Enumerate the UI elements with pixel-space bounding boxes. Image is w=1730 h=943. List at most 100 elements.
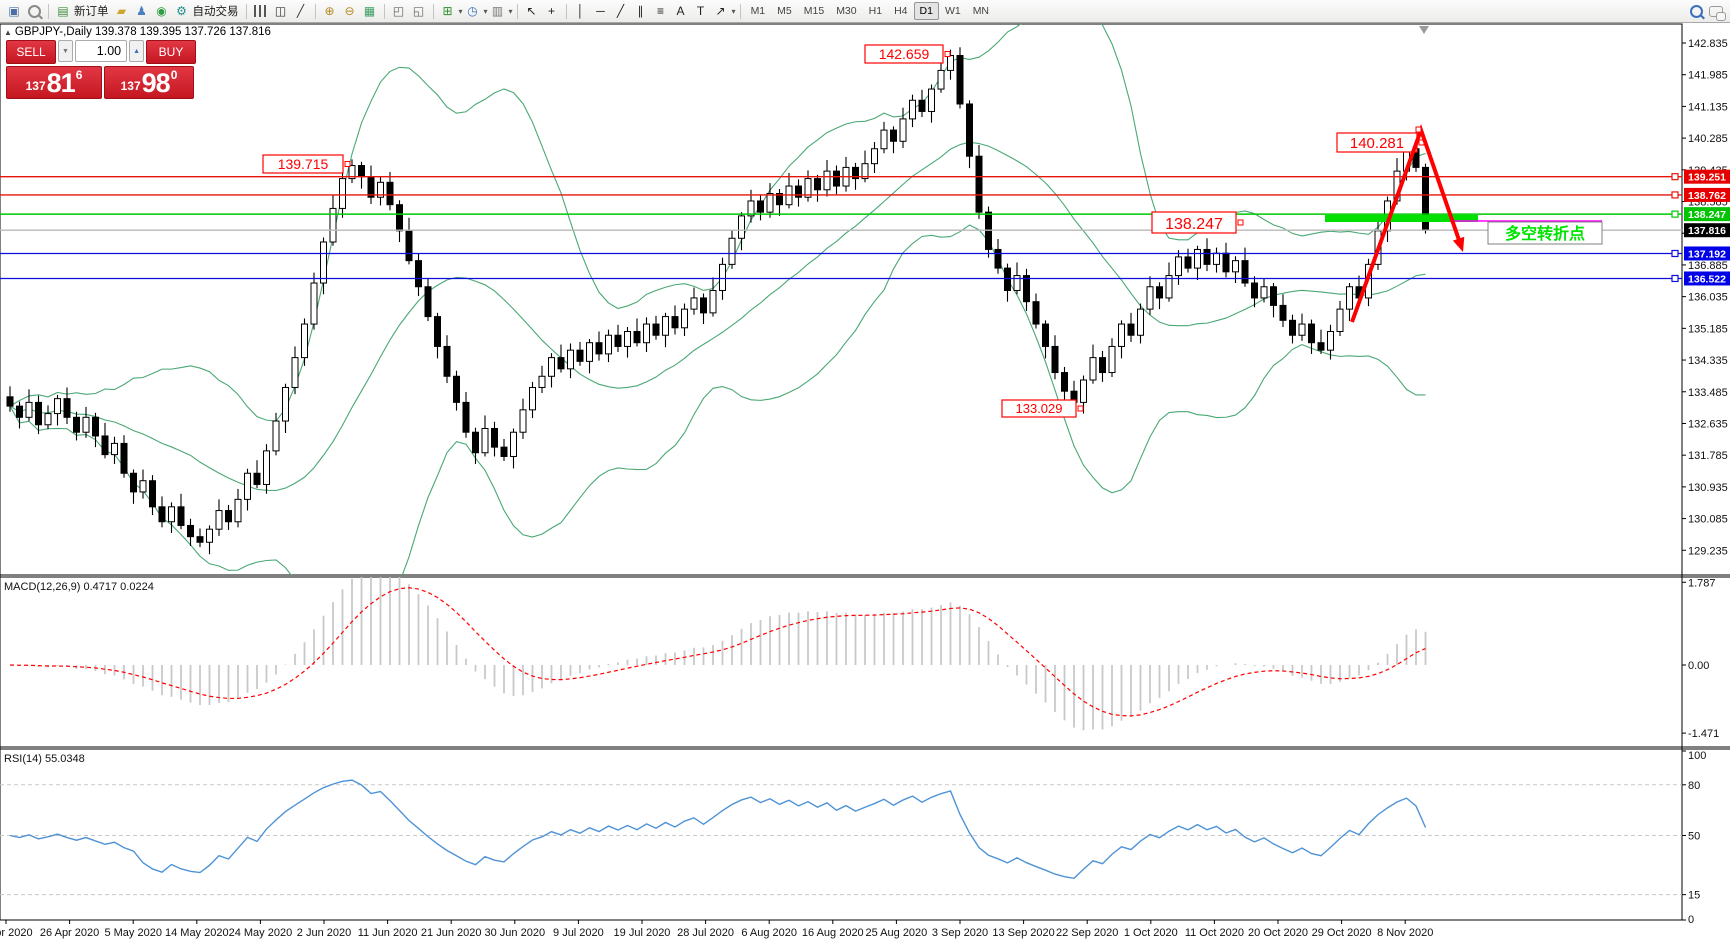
timeframe-m1[interactable]: M1 [750,5,766,17]
sell-price-box[interactable]: 137 81 6 [6,66,102,99]
autotrade-icon[interactable]: ⚙ [176,4,187,18]
timeframe-h4[interactable]: H4 [894,5,908,17]
price-annotation-box[interactable] [262,154,344,174]
bar-chart-icon[interactable] [252,2,270,21]
template-icon[interactable]: ▥ [491,4,504,18]
candle [871,148,878,165]
search-icon[interactable] [1687,2,1705,21]
arrows-icon[interactable]: ↗ [715,4,726,18]
date-label: 16 Aug 2020 [802,927,864,939]
candle [168,506,175,523]
fibonacci-icon[interactable]: ≡ [657,4,665,18]
candle [196,536,204,543]
annotation-anchor[interactable] [344,161,351,167]
hline-endpoint-137.192[interactable] [1671,249,1679,258]
candlestick-chart-icon[interactable]: ◫ [274,4,287,18]
candle [25,401,33,418]
candle [187,524,194,538]
price-annotation-box[interactable] [864,44,944,64]
toolbar-separator [48,3,49,19]
line-chart-icon[interactable]: ╱ [296,4,305,18]
note-box[interactable] [1487,221,1603,245]
price-annotation-text: 139.715 [278,156,329,172]
volume-input[interactable]: 1.00 [74,40,128,62]
rsi-tick-label: 0 [1688,914,1694,926]
collapse-arrow-icon[interactable]: ▲ [4,28,12,37]
timeframe-m5[interactable]: M5 [777,5,792,17]
period-clock-icon-caret[interactable]: ▾ [483,6,488,16]
buy-price-box[interactable]: 137 98 0 [104,66,194,99]
volume-up-button[interactable]: ▲ [129,40,145,62]
text-icon[interactable]: A [676,4,685,18]
buy-button[interactable]: BUY [146,40,197,64]
trend-arrow-head[interactable] [1452,236,1465,252]
candle [681,308,688,329]
zoom-out-icon[interactable]: ⊖ [344,4,355,18]
template-icon-caret[interactable]: ▾ [508,6,513,16]
arrange-icon[interactable]: ◰ [392,4,405,18]
period-clock-icon[interactable]: ◷ [467,4,478,18]
crosshair-icon[interactable]: + [548,4,556,18]
sell-button[interactable]: SELL [6,40,56,64]
ohlc-quotes: 139.378 139.395 137.726 137.816 [95,26,271,38]
hline-endpoint-138.762[interactable] [1671,191,1679,199]
cursor-icon[interactable]: ↖ [526,4,537,18]
toolbar-separator [314,3,316,19]
timeframe-m30[interactable]: M30 [836,5,857,17]
candle [453,375,460,403]
sell-price-prefix: 137 [25,79,46,93]
volume-down-button[interactable]: ▼ [57,40,73,62]
market-watch-icon[interactable] [25,2,43,21]
timeframe-d1[interactable]: D1 [913,2,939,20]
macd-signal-line [9,587,1426,717]
date-label: 25 Aug 2020 [866,927,928,939]
candle [624,331,631,347]
candle [358,165,365,178]
signal-icon[interactable]: ◉ [156,4,167,18]
chart-window-icon[interactable]: ▣ [8,4,20,18]
trendline-icon[interactable]: ╱ [616,4,625,18]
add-indicator-icon[interactable]: ⊞ [442,4,453,18]
timeframe-h1[interactable]: H1 [868,5,883,17]
timeframe-w1[interactable]: W1 [944,5,961,17]
annotation-anchor[interactable] [1077,405,1084,412]
candle [6,396,14,407]
channel-icon[interactable]: ∥ [637,4,644,18]
new-order-icon[interactable]: ▤ [57,4,69,18]
add-indicator-icon-caret[interactable]: ▾ [458,6,463,16]
vertical-line-icon[interactable]: │ [576,4,585,18]
price-annotation-box[interactable] [1151,211,1237,234]
timeframe-mn[interactable]: MN [972,5,990,17]
horizontal-line-icon[interactable]: ─ [596,4,605,18]
arrows-icon-caret[interactable]: ▾ [731,6,736,16]
candle [1346,286,1353,310]
candle [282,386,289,422]
text-label-icon[interactable]: T [696,4,705,18]
hline-endpoint-138.247[interactable] [1671,210,1679,218]
price-annotation-text: 133.029 [1016,401,1063,416]
candle [301,323,308,359]
candle [519,409,527,433]
green-level-bar[interactable] [1325,215,1478,222]
candle [1051,345,1059,374]
candle [73,416,80,433]
tile-windows-icon[interactable]: ▦ [363,4,376,18]
timeframe-m15[interactable]: M15 [803,5,825,17]
price-marker-136.522 [1684,271,1730,286]
profile-icon[interactable]: ♟ [136,4,147,18]
sell-price-big: 81 [46,68,76,98]
trend-arrow-anchor[interactable] [1415,126,1422,133]
history-center-icon[interactable]: ▰ [116,4,127,18]
zoom-in-icon[interactable]: ⊕ [324,4,335,18]
annotation-anchor[interactable] [944,51,951,57]
annotation-anchor[interactable] [1237,219,1244,226]
chart-shift-marker-icon[interactable] [1419,26,1429,34]
price-annotation-box[interactable] [1001,399,1077,418]
price-marker-label: 138.762 [1688,190,1726,202]
candle [1165,275,1173,299]
hline-endpoint-139.251[interactable] [1671,173,1679,181]
chat-icon[interactable] [1707,2,1726,21]
cascade-icon[interactable]: ◱ [412,4,425,18]
hline-endpoint-136.522[interactable] [1671,274,1679,283]
